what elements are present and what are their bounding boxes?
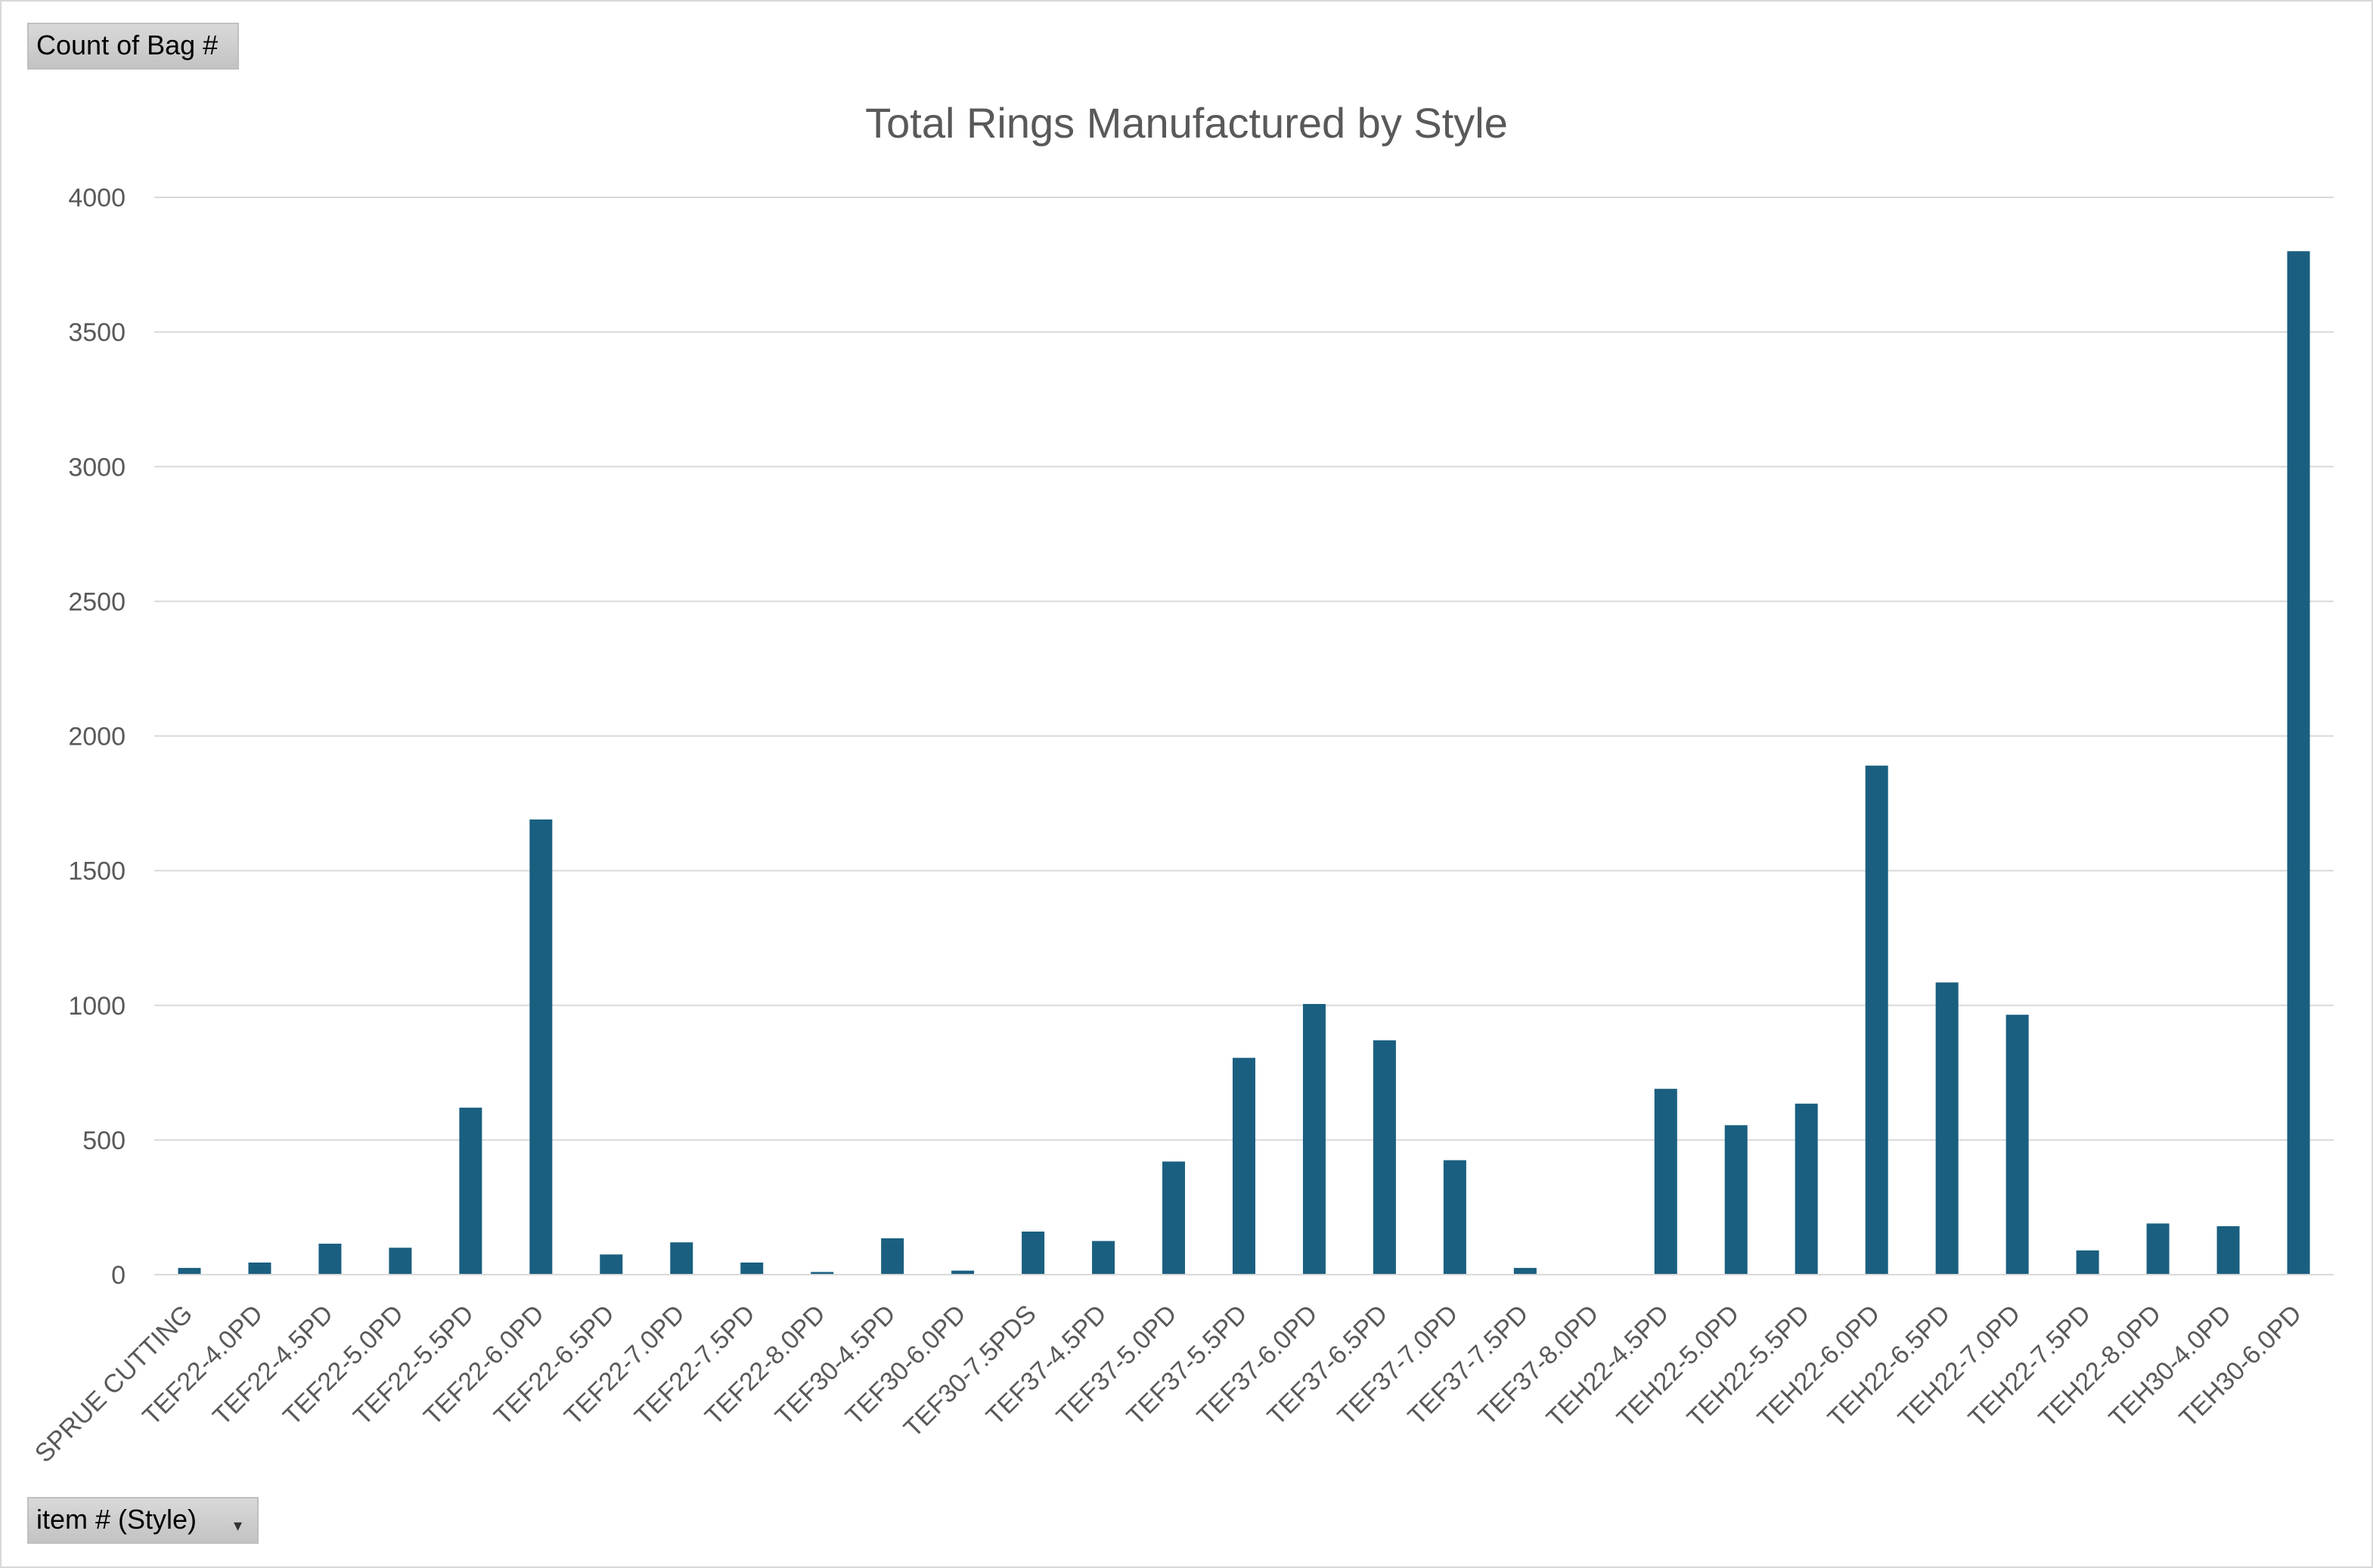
bar-teh22-7-5pd[interactable] [2076, 1250, 2099, 1275]
bars [178, 251, 2310, 1275]
bar-tef37-4-5pd[interactable] [1092, 1241, 1115, 1275]
bar-teh22-8-0pd[interactable] [2146, 1223, 2170, 1275]
bar-tef37-6-5pd[interactable] [1373, 1040, 1396, 1275]
bar-tef30-7-5pds[interactable] [1022, 1232, 1045, 1275]
axis-field-button[interactable]: item # (Style) ▾ [27, 1497, 259, 1544]
x-tick-label: TEH30-4.0PD [2104, 1300, 2238, 1433]
bar-teh22-6-5pd[interactable] [1935, 982, 1959, 1275]
x-tick-label: TEF22-8.0PD [699, 1300, 831, 1431]
bar-tef30-4-5pd[interactable] [881, 1238, 904, 1275]
y-tick-label: 1000 [68, 992, 126, 1021]
bar-teh22-6-0pd[interactable] [1865, 765, 1888, 1275]
x-tick-label: TEF30-6.0PD [840, 1300, 972, 1431]
x-tick-label: TEF37-8.0PD [1473, 1300, 1605, 1431]
x-tick-label: TEH22-5.0PD [1611, 1300, 1745, 1433]
x-tick-label: TEF22-7.0PD [559, 1300, 690, 1431]
x-tick-label: TEF37-7.5PD [1403, 1300, 1534, 1431]
x-tick-label: TEH22-6.5PD [1822, 1300, 1956, 1433]
x-tick-label: TEF37-6.0PD [1192, 1300, 1323, 1431]
y-tick-label: 2500 [68, 587, 126, 616]
bar-tef37-7-5pd[interactable] [1513, 1268, 1537, 1275]
bar-tef22-7-0pd[interactable] [670, 1242, 693, 1275]
bar-teh22-4-5pd[interactable] [1654, 1089, 1677, 1275]
y-tick-label: 4000 [68, 184, 126, 212]
bar-tef37-5-5pd[interactable] [1233, 1058, 1255, 1275]
x-tick-label: TEF22-4.0PD [137, 1300, 268, 1431]
bar-tef37-7-0pd[interactable] [1443, 1160, 1466, 1275]
x-tick-label: TEH22-8.0PD [2033, 1300, 2167, 1433]
y-tick-label: 0 [111, 1261, 126, 1290]
x-tick-label: TEF22-5.0PD [278, 1300, 409, 1431]
bar-teh30-6-0pd[interactable] [2287, 251, 2310, 1275]
bar-teh22-7-0pd[interactable] [2005, 1015, 2029, 1275]
bar-tef22-7-5pd[interactable] [740, 1262, 764, 1275]
bar-tef22-4-0pd[interactable] [248, 1262, 271, 1275]
value-field-button[interactable]: Count of Bag # [27, 23, 239, 70]
x-tick-label: TEH22-4.5PD [1541, 1300, 1675, 1433]
x-tick-label: TEF37-4.5PD [981, 1300, 1112, 1431]
x-tick-label: TEH30-6.0PD [2174, 1300, 2308, 1433]
x-tick-label: TEH22-7.5PD [1963, 1300, 2097, 1433]
bar-teh22-5-0pd[interactable] [1724, 1125, 1748, 1275]
x-tick-label: TEH22-7.0PD [1893, 1300, 2027, 1433]
chart-title: Total Rings Manufactured by Style [865, 99, 1508, 147]
x-tick-label: TEF37-5.5PD [1121, 1300, 1253, 1431]
x-tick-label: TEH22-5.5PD [1682, 1300, 1816, 1433]
bar-tef37-6-0pd[interactable] [1302, 1003, 1326, 1275]
bar-tef22-4-5pd[interactable] [318, 1244, 342, 1275]
y-tick-label: 1500 [68, 857, 126, 886]
bar-tef22-5-0pd[interactable] [389, 1247, 412, 1275]
x-tick-label: TEF22-7.5PD [629, 1300, 761, 1431]
x-tick-label: TEH22-6.0PD [1752, 1300, 1886, 1433]
bar-tef22-6-5pd[interactable] [600, 1254, 623, 1275]
bar-tef22-5-5pd[interactable] [459, 1108, 482, 1275]
bar-tef37-5-0pd[interactable] [1162, 1161, 1186, 1275]
bar-sprue-cutting[interactable] [178, 1268, 201, 1275]
x-tick-label: TEF22-6.0PD [418, 1300, 550, 1431]
y-tick-label: 3500 [68, 318, 126, 347]
x-tick-label: TEF22-4.5PD [207, 1300, 339, 1431]
x-tick-label: TEF37-5.0PD [1051, 1300, 1183, 1431]
bar-teh22-5-5pd[interactable] [1794, 1103, 1818, 1275]
x-axis: SPRUE CUTTINGTEF22-4.0PDTEF22-4.5PDTEF22… [29, 1274, 2334, 1468]
axis-field-label: item # (Style) [36, 1504, 197, 1535]
bar-tef22-6-0pd[interactable] [529, 819, 553, 1275]
y-tick-label: 500 [82, 1126, 126, 1155]
y-axis: 0 500 1000 1500 2000 2500 3000 3500 4000 [68, 184, 126, 1290]
x-tick-label: TEF30-4.5PD [770, 1300, 901, 1431]
x-tick-label: TEF37-6.5PD [1262, 1300, 1394, 1431]
y-tick-label: 3000 [68, 453, 126, 482]
dropdown-arrow-icon[interactable]: ▾ [233, 1516, 242, 1535]
y-tick-label: 2000 [68, 723, 126, 751]
bar-teh30-4-0pd[interactable] [2216, 1226, 2240, 1275]
x-tick-label: TEF22-6.5PD [489, 1300, 620, 1431]
bar-tef30-6-0pd[interactable] [951, 1270, 975, 1275]
value-field-label: Count of Bag # [36, 29, 219, 60]
x-tick-label: TEF37-7.0PD [1332, 1300, 1464, 1431]
x-tick-label: TEF22-5.5PD [348, 1300, 479, 1431]
bar-tef22-8-0pd[interactable] [811, 1272, 834, 1275]
